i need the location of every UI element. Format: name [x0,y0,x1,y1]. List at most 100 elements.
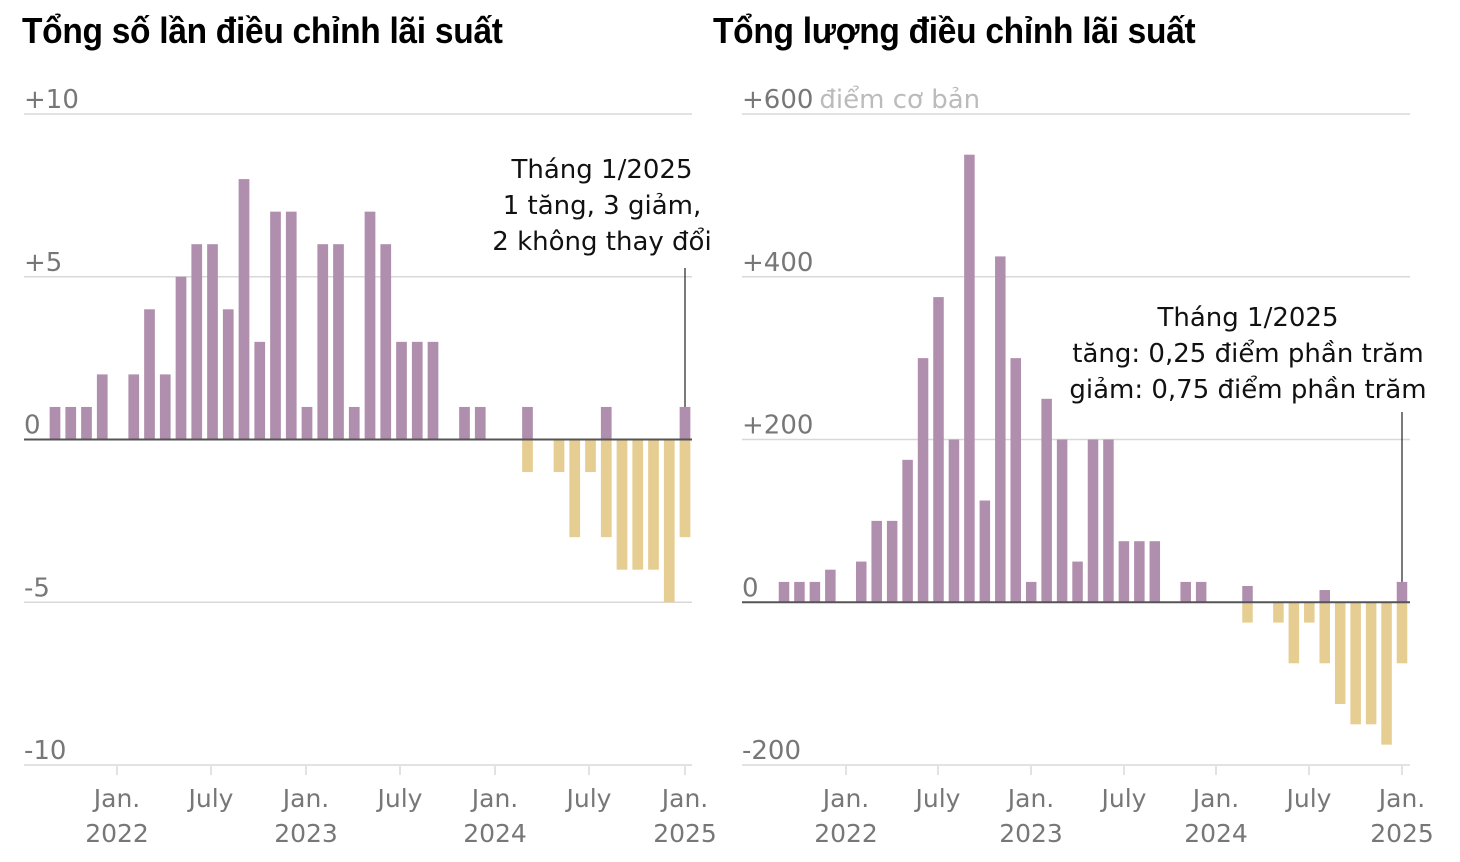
bar-increase [522,406,533,440]
y-tick-label: +200 [742,411,813,441]
annotation-text: giảm: 0,75 điểm phần trăm [1069,374,1426,405]
bar-increase [427,341,439,440]
x-tick-label: Jan. [821,784,869,813]
bar-increase [1396,581,1408,603]
bar-increase [1103,439,1114,603]
y-tick-label: -10 [24,736,66,766]
bar-increase [1056,439,1068,603]
y-tick-label: -5 [24,573,50,603]
bar-decrease [632,439,644,570]
bar-decrease [648,439,659,570]
x-tick-year: 2023 [274,819,338,848]
bar-increase [979,500,991,603]
bar-increase [679,406,691,440]
bar-increase [348,406,360,440]
x-tick-label: July [914,784,961,813]
bar-increase [933,297,944,603]
annotation-text: Tháng 1/2025 [1156,303,1338,333]
bar-increase [902,459,913,603]
bar-decrease [663,439,675,603]
left-chart-title: Tổng số lần điều chỉnh lãi suất [22,10,503,51]
bar-increase [794,581,805,603]
bar-increase [364,211,376,440]
bar-increase [1118,541,1130,603]
bar-increase [396,341,407,440]
x-tick-label: Jan. [1377,784,1425,813]
bar-decrease [1242,602,1253,623]
bar-increase [964,154,975,603]
left-chart-count: +10 +5 0 -5 -10 Jan. 2022 July Jan. 2023 July Jan. 2… [24,85,717,848]
bar-increase [128,374,140,440]
bar-increase [1134,541,1145,603]
bar-increase [459,406,470,440]
bar-increase [144,309,155,440]
bar-increase [1319,590,1331,603]
bar-increase [380,244,392,440]
x-tick-year: 2023 [999,819,1063,848]
y-tick-label: +400 [742,248,813,278]
bar-increase [96,374,108,440]
bar-decrease [600,439,612,538]
annotation-text: 2 không thay đổi [492,226,711,257]
bar-increase [1072,561,1083,603]
bar-decrease [1319,602,1331,664]
x-tick-label: Jan. [281,784,329,813]
x-tick-label: July [1285,784,1332,813]
y-tick-label: 0 [24,411,41,441]
y-tick-label: +10 [24,85,79,115]
y-tick-label: 0 [742,573,759,603]
bar-increase [238,179,250,440]
bar-increase [948,439,960,603]
x-tick-label: July [565,784,612,813]
bar-decrease [553,439,565,473]
bar-increase [285,211,297,440]
bar-decrease [1381,602,1392,745]
bar-increase [81,406,92,440]
x-tick-year: 2025 [1370,819,1434,848]
y-tick-label: -200 [742,736,801,766]
annotation-text: tăng: 0,25 điểm phần trăm [1072,338,1423,369]
bar-increase [917,358,929,603]
x-tick-label: July [1100,784,1147,813]
bar-increase [1010,358,1022,603]
bar-increase [207,244,218,440]
bar-increase [159,374,171,440]
bar-increase [411,341,423,440]
annotation-text: Tháng 1/2025 [510,155,692,185]
annotation-text: 1 tăng, 3 giảm, [503,191,702,221]
x-tick-label: Jan. [1006,784,1054,813]
bar-increase [871,520,882,603]
bar-increase [191,244,203,440]
bar-increase [1195,581,1207,603]
bar-decrease [1334,602,1346,704]
bar-decrease [1288,602,1300,664]
bar-decrease [569,439,581,538]
bar-decrease [1304,602,1315,623]
right-chart-title: Tổng lượng điều chỉnh lãi suất [713,10,1196,51]
x-tick-year: 2024 [1184,819,1248,848]
y-tick-label: +5 [24,248,62,278]
bar-increase [222,309,234,440]
bar-decrease [1273,602,1284,623]
bar-increase [1025,581,1037,603]
x-tick-year: 2024 [463,819,527,848]
bar-increase [886,520,898,603]
bar-increase [1087,439,1099,603]
x-tick-year: 2025 [653,819,717,848]
x-tick-label: July [187,784,234,813]
bar-increase [175,276,187,440]
bar-increase [474,406,486,440]
x-tick-year: 2022 [85,819,149,848]
bar-increase [1242,585,1253,603]
bar-increase [1149,541,1161,603]
bar-increase [301,406,313,440]
bar-decrease [1350,602,1361,725]
y-tick-label: +600 điểm cơ bản [742,84,980,115]
bar-decrease [679,439,691,538]
x-tick-label: Jan. [92,784,140,813]
bar-increase [1180,581,1191,603]
bar-decrease [1365,602,1377,725]
bar-increase [778,581,790,603]
bar-decrease [616,439,628,570]
